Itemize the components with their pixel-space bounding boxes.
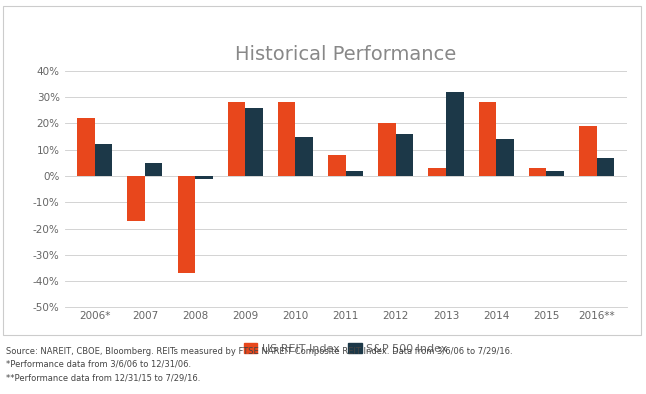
Bar xyxy=(95,145,112,176)
Bar xyxy=(328,155,346,176)
Bar xyxy=(127,176,145,221)
Bar xyxy=(346,171,363,176)
Bar xyxy=(479,102,496,176)
Text: Source: NAREIT, CBOE, Bloomberg. REITs measured by FTSE NAREIT Composite REIT In: Source: NAREIT, CBOE, Bloomberg. REITs m… xyxy=(6,347,513,382)
Title: Historical Performance: Historical Performance xyxy=(235,45,456,64)
Bar xyxy=(378,123,396,176)
Bar xyxy=(77,118,95,176)
Bar xyxy=(227,102,245,176)
Bar xyxy=(145,163,162,176)
Bar xyxy=(295,137,313,176)
Bar xyxy=(178,176,195,273)
Bar xyxy=(278,102,295,176)
Bar xyxy=(396,134,413,176)
Bar xyxy=(195,176,213,178)
Bar xyxy=(579,126,596,176)
Bar xyxy=(547,171,564,176)
Bar xyxy=(496,139,514,176)
Bar xyxy=(529,168,547,176)
Bar xyxy=(428,168,446,176)
Bar xyxy=(446,92,464,176)
Bar xyxy=(596,158,614,176)
Bar xyxy=(245,108,263,176)
Legend: US REIT Index, S&P 500 Index: US REIT Index, S&P 500 Index xyxy=(244,343,448,354)
